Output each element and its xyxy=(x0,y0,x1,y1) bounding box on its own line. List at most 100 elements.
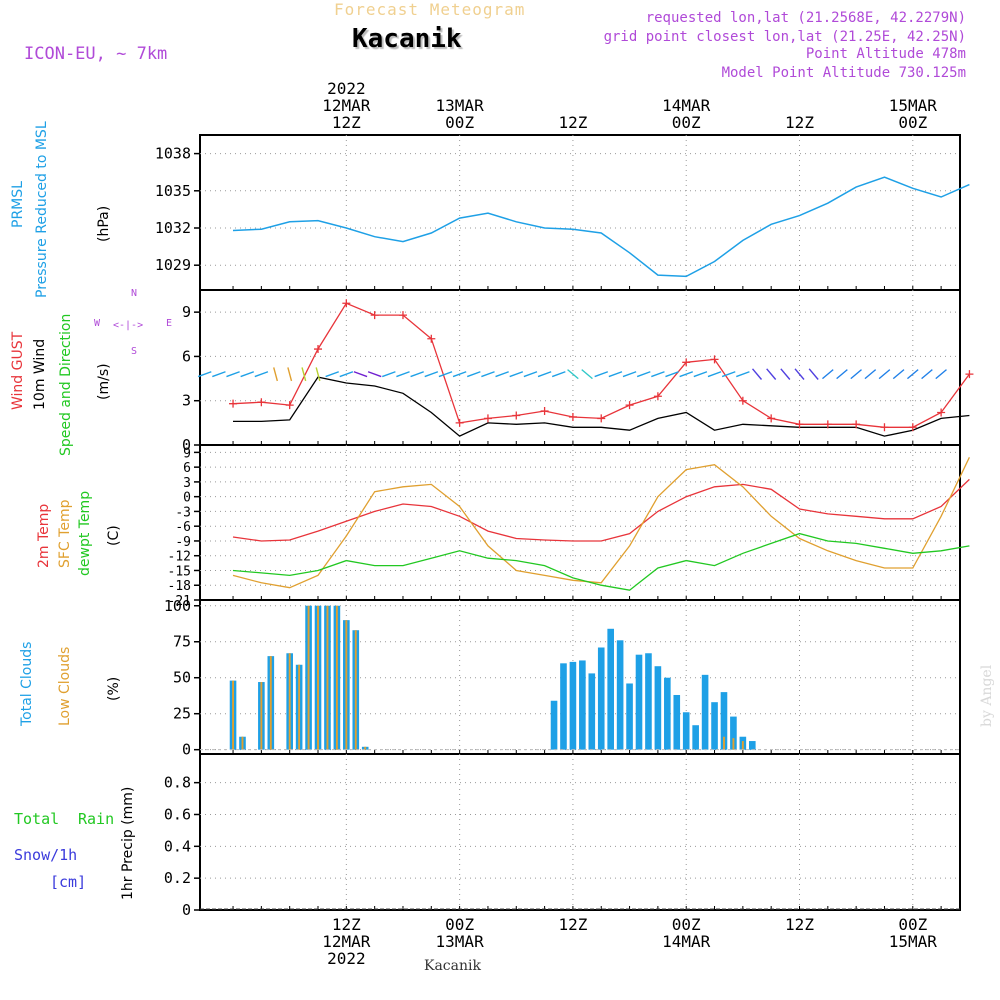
gust-marker xyxy=(795,420,804,429)
ytick-label-temperature: -6 xyxy=(175,520,191,535)
gust-marker xyxy=(285,401,294,410)
pressure-line xyxy=(232,176,970,278)
low-clouds-bar xyxy=(741,741,744,750)
low-clouds-bar xyxy=(269,656,272,750)
temp-unit: (C) xyxy=(106,525,122,546)
gust-marker xyxy=(908,423,917,432)
dewpt-temp-line xyxy=(232,532,970,591)
gust-marker xyxy=(852,420,861,429)
wind-direction-arrow xyxy=(452,371,467,378)
bottom-time-label: 00Z xyxy=(445,915,474,934)
ytick-label-pressure: 1029 xyxy=(155,256,191,274)
total-clouds-bar xyxy=(711,702,718,750)
wind-gust-line xyxy=(232,302,970,428)
total-clouds-bar xyxy=(748,741,756,750)
wind-direction-arrow xyxy=(608,371,623,378)
gust-marker xyxy=(314,345,323,354)
ytick-label-temperature: -3 xyxy=(175,505,191,520)
wind-direction-arrow xyxy=(707,371,722,378)
ytick-label-temperature: -12 xyxy=(168,550,191,565)
top-time-label: 14MAR xyxy=(662,96,711,115)
wind-direction-arrow xyxy=(523,371,538,378)
wind-direction-arrow xyxy=(410,371,424,378)
gust-marker xyxy=(370,311,379,320)
low-clouds-bar xyxy=(354,630,357,750)
wind-direction-arrow xyxy=(693,371,708,378)
ytick-label-clouds: 100 xyxy=(164,597,191,615)
wind-direction-arrow xyxy=(594,371,609,378)
panel-frame-pressure xyxy=(199,134,961,291)
total-clouds-label: Total Clouds xyxy=(19,641,35,726)
grid-point-coords: grid point closest lon,lat (21.25E, 42.2… xyxy=(603,29,966,45)
gust-marker xyxy=(823,420,832,429)
dewpt-label: dewpt Temp xyxy=(77,490,93,576)
wind-direction-arrow xyxy=(766,368,777,380)
wind-direction-arrow xyxy=(240,371,255,378)
ytick-label-clouds: 75 xyxy=(173,633,191,651)
total-clouds-bar xyxy=(701,674,709,750)
wind-direction-arrow xyxy=(822,369,834,380)
wind-direction-arrow xyxy=(567,369,579,380)
wind-direction-arrow xyxy=(721,371,736,378)
total-clouds-bar xyxy=(597,647,605,750)
gust-marker xyxy=(710,355,719,364)
total-clouds-bar xyxy=(579,660,586,750)
model-point-altitude: Model Point Altitude 730.125m xyxy=(721,65,966,81)
gust-marker xyxy=(257,398,266,407)
wind-direction-arrow xyxy=(315,367,321,382)
low-clouds-bar xyxy=(307,605,310,750)
low-clouds-bar xyxy=(345,620,348,750)
compass-n: N xyxy=(131,288,138,299)
wind-direction-arrow xyxy=(665,371,679,378)
wind-direction-arrow xyxy=(353,371,368,378)
wind-direction-arrow xyxy=(935,369,947,380)
ytick-label-temperature: -15 xyxy=(168,564,191,579)
wind-direction-arrow xyxy=(466,371,481,378)
wind-direction-arrow xyxy=(794,368,805,380)
wind-direction-arrow xyxy=(273,367,279,382)
wind-direction-arrow xyxy=(509,371,524,378)
ytick-label-temperature: 3 xyxy=(183,476,191,491)
gust-marker xyxy=(540,407,549,416)
total-clouds-bar xyxy=(654,666,662,750)
wind-direction-arrow xyxy=(197,371,212,378)
chart-subtitle: Forecast Meteogram xyxy=(334,0,526,19)
wind-direction-arrow xyxy=(382,371,396,378)
requested-coords: requested lon,lat (21.2568E, 42.2279N) xyxy=(645,10,966,26)
gust-marker xyxy=(625,401,634,410)
panel-frame-wind xyxy=(199,289,961,446)
gust-marker xyxy=(965,370,974,379)
ytick-label-precip: 0 xyxy=(182,901,191,919)
wind-direction-arrow xyxy=(481,371,495,378)
wind-direction-arrow xyxy=(551,371,566,378)
wind-direction-arrow xyxy=(212,371,226,378)
bottom-time-label: 00Z xyxy=(898,915,927,934)
gust-marker xyxy=(880,423,889,432)
clouds-unit: (%) xyxy=(106,676,122,701)
bottom-time-label: 12MAR xyxy=(322,932,371,951)
temp2m-label: 2m Temp xyxy=(36,503,52,568)
gust-marker xyxy=(597,414,606,423)
wind-direction-arrow xyxy=(780,368,791,380)
compass-e: E xyxy=(166,318,173,329)
wind-dir-label: Speed and Direction xyxy=(58,313,74,456)
low-clouds-bar xyxy=(732,738,735,750)
footer-location: Kacanik xyxy=(424,958,481,974)
gust-marker xyxy=(229,399,238,408)
ytick-label-clouds: 25 xyxy=(173,705,191,723)
wind-direction-arrow xyxy=(850,369,862,380)
total-clouds-bar xyxy=(616,640,624,750)
top-time-label: 2022 xyxy=(327,79,366,98)
top-time-label: 12Z xyxy=(785,113,814,132)
wind-direction-arrow xyxy=(906,369,919,380)
bottom-time-label: 14MAR xyxy=(662,932,711,951)
low-clouds-bar xyxy=(298,664,301,750)
bottom-time-label: 12Z xyxy=(785,915,814,934)
pressure-unit: (hPa) xyxy=(96,205,112,242)
gust-label: Wind GUST xyxy=(10,331,26,410)
wind-direction-arrow xyxy=(226,371,240,378)
wind-direction-arrow xyxy=(537,371,552,378)
ytick-label-wind: 9 xyxy=(182,303,191,321)
total-clouds-bar xyxy=(550,700,558,750)
low-clouds-bar xyxy=(364,746,367,750)
